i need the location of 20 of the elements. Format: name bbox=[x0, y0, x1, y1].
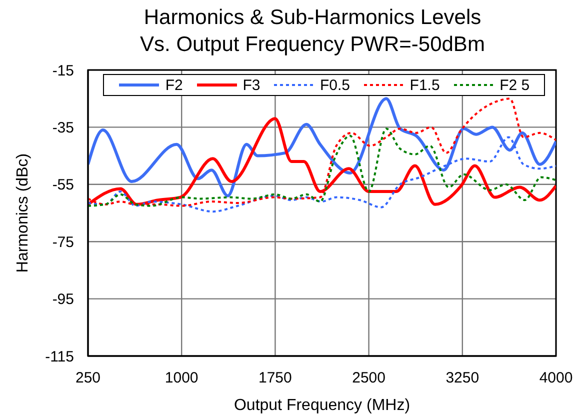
x-tick-label: 1750 bbox=[258, 370, 292, 387]
legend-label: F2 bbox=[165, 76, 183, 94]
y-tick-label: -95 bbox=[52, 291, 74, 308]
x-tick-label: 3250 bbox=[446, 370, 480, 387]
y-tick-label: -55 bbox=[52, 176, 74, 194]
y-tick-label: -15 bbox=[52, 62, 74, 80]
y-tick-label: -35 bbox=[52, 120, 74, 137]
legend-label: F0.5 bbox=[320, 76, 350, 94]
x-tick-label: 4000 bbox=[539, 370, 573, 387]
y-tick-label: -75 bbox=[52, 234, 74, 251]
x-axis-title: Output Frequency (MHz) bbox=[234, 397, 410, 414]
x-tick-label: 1000 bbox=[164, 370, 198, 387]
chart-title: Harmonics & Sub-Harmonics Levels Vs. Output Frequency PWR=-50dBm bbox=[139, 5, 486, 58]
x-tick-label: 250 bbox=[75, 370, 101, 387]
legend-label: F2 5 bbox=[500, 76, 530, 94]
legend-label: F3 bbox=[242, 76, 260, 94]
y-axis-title: Harmonics (dBc) bbox=[14, 153, 32, 273]
y-tick-label: -115 bbox=[45, 348, 74, 366]
legend-label: F1.5 bbox=[410, 76, 440, 94]
x-tick-label: 2500 bbox=[352, 370, 386, 387]
